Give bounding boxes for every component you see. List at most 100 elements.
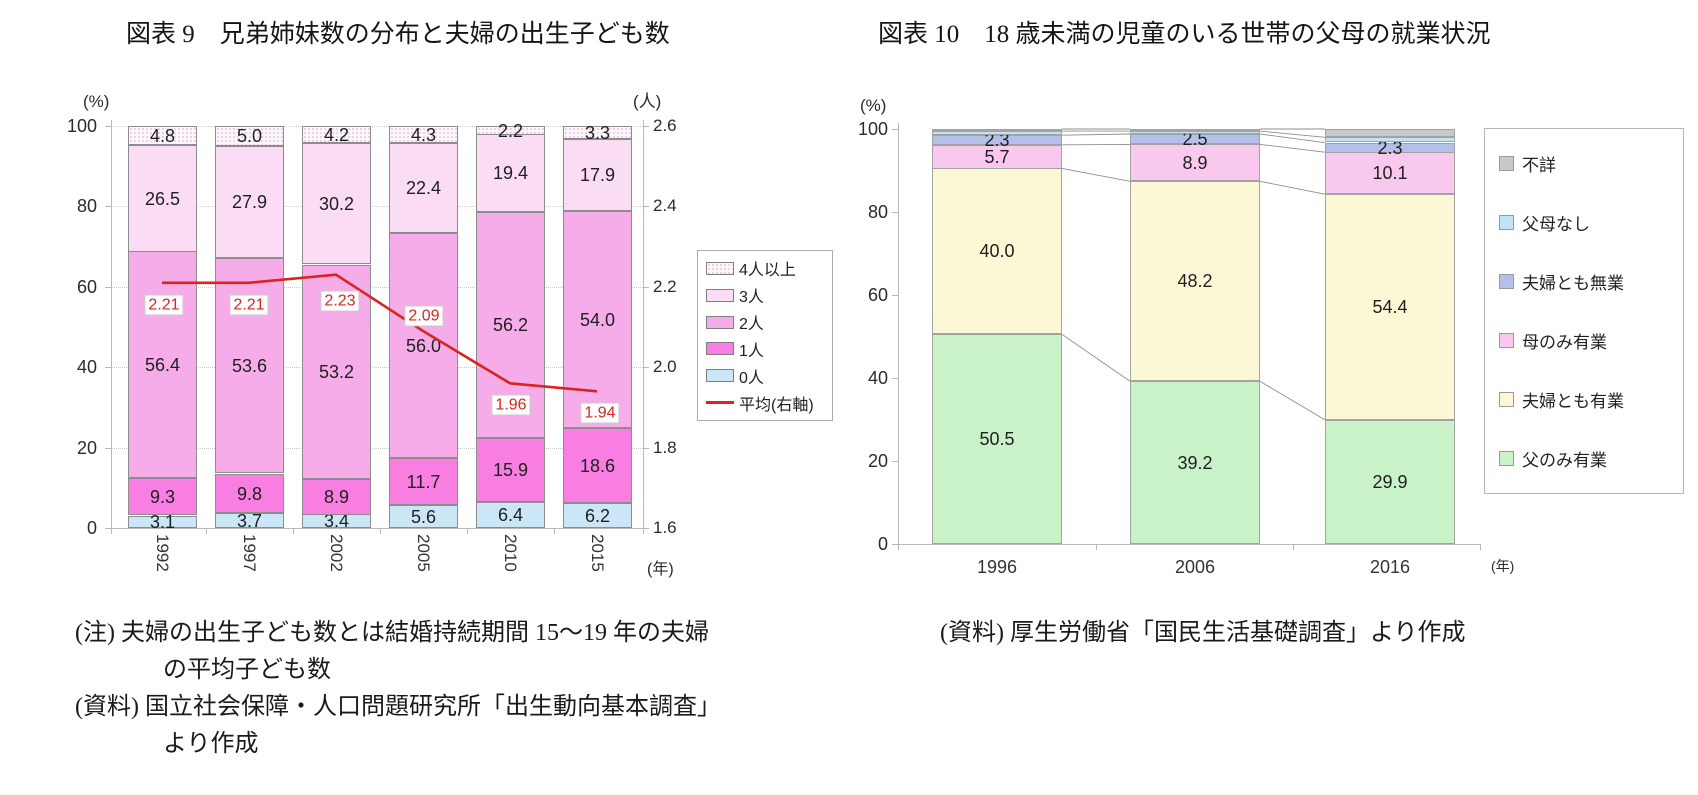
x-axis-line — [898, 544, 1480, 545]
value-label: 53.6 — [231, 355, 268, 376]
x-axis-unit: (年) — [647, 561, 674, 578]
legend-label: 母のみ有業 — [1522, 333, 1607, 352]
average-value-label: 2.21 — [229, 294, 269, 316]
right-axis-tick-label: 1.6 — [653, 518, 677, 537]
figure9-note-line1: (注) 夫婦の出生子ども数とは結婚持続期間 15～19 年の夫婦 — [75, 620, 709, 646]
y-axis-tick-label: 80 — [867, 202, 888, 222]
legend-label: 平均(右軸) — [739, 396, 814, 414]
x-axis-tick — [1480, 544, 1481, 550]
bar-segment-母のみ有業: 10.1 — [1325, 152, 1455, 194]
value-label: 22.4 — [405, 178, 442, 198]
right-axis-tick-label: 1.8 — [653, 438, 677, 457]
value-label: 5.0 — [236, 126, 263, 146]
bar-segment-4人以上: 5.0 — [215, 126, 284, 146]
bar-segment-0人: 3.4 — [302, 511, 371, 531]
bar-segment-父母なし — [1130, 131, 1260, 134]
left-axis-unit: (%) — [83, 92, 110, 111]
connector-line — [1259, 180, 1326, 195]
legend-item-父のみ有業: 父のみ有業 — [1499, 446, 1673, 471]
legend-color-swatch — [706, 261, 734, 275]
legend-label: 夫婦とも有業 — [1522, 392, 1624, 411]
y-axis-tick — [105, 367, 111, 368]
y-axis-tick-label: 0 — [877, 534, 888, 554]
y-axis-tick-label: 20 — [76, 438, 97, 458]
y-axis-tick — [105, 448, 111, 449]
value-label: 2.3 — [1377, 138, 1403, 158]
bar-segment-4人以上: 4.8 — [128, 126, 197, 146]
y-axis-tick — [892, 378, 898, 379]
right-axis-tick-label: 2.6 — [653, 116, 677, 135]
bar-segment-父のみ有業: 29.9 — [1325, 420, 1455, 544]
bar-segment-1人: 9.3 — [128, 478, 197, 515]
bar-segment-父母なし — [932, 131, 1062, 135]
y-axis-tick — [892, 544, 898, 545]
y-axis-tick — [892, 295, 898, 296]
legend-item-不詳: 不詳 — [1499, 151, 1673, 176]
value-label: 3.7 — [236, 510, 263, 531]
bar-segment-4人以上: 2.2 — [476, 121, 545, 141]
y-axis-tick-label: 80 — [76, 196, 97, 216]
bar-segment-1人: 9.8 — [215, 474, 284, 513]
bar-segment-1人: 15.9 — [476, 438, 545, 502]
value-label: 10.1 — [1372, 163, 1408, 183]
bar-segment-不詳 — [1130, 129, 1260, 131]
value-label: 56.4 — [144, 354, 181, 375]
right-axis-tick — [643, 528, 649, 529]
right-axis-tick — [643, 448, 649, 449]
y-axis-tick-label: 20 — [867, 451, 888, 471]
bar-segment-母のみ有業: 8.9 — [1130, 144, 1260, 181]
value-label: 9.3 — [149, 486, 176, 507]
x-axis-tick — [206, 528, 207, 534]
y-axis-line — [898, 123, 899, 545]
value-label: 39.2 — [1177, 452, 1213, 473]
legend-item-3人: 3人 — [706, 283, 824, 307]
bar-segment-夫婦とも有業: 54.4 — [1325, 194, 1455, 420]
value-label: 54.4 — [1372, 297, 1408, 317]
bar-segment-不詳 — [1325, 129, 1455, 137]
bar-segment-4人以上: 3.3 — [563, 123, 632, 143]
value-label: 19.4 — [492, 163, 529, 183]
connector-line — [1061, 133, 1131, 136]
y-axis-tick — [892, 461, 898, 462]
value-label: 6.4 — [497, 505, 524, 525]
value-label: 8.9 — [323, 487, 350, 507]
legend-item-夫婦とも有業: 夫婦とも有業 — [1499, 387, 1673, 412]
bar-segment-夫婦とも無業: 2.3 — [932, 130, 1062, 150]
legend-item-父母なし: 父母なし — [1499, 210, 1673, 235]
legend-line-swatch — [706, 401, 734, 405]
value-label: 3.1 — [149, 512, 176, 532]
y-axis-tick — [105, 528, 111, 529]
left-axis-unit: (%) — [860, 96, 887, 115]
legend-label: 夫婦とも無業 — [1522, 274, 1624, 293]
value-label: 15.9 — [492, 460, 529, 480]
legend-color-swatch — [1499, 392, 1514, 407]
legend-color-swatch — [1499, 451, 1514, 466]
value-label: 4.2 — [323, 124, 350, 145]
right-axis-tick-label: 2.0 — [653, 357, 677, 376]
y-axis-tick — [105, 206, 111, 207]
x-axis-label-1992: 1992 — [153, 534, 172, 572]
right-axis-unit: (人) — [633, 92, 662, 111]
y-axis-tick-label: 60 — [76, 277, 97, 297]
bar-segment-父母なし — [1325, 137, 1455, 142]
average-value-label: 2.23 — [320, 290, 360, 312]
bar-segment-2人: 56.4 — [128, 251, 197, 478]
connector-line — [1259, 380, 1326, 421]
y-axis-tick-label: 100 — [66, 116, 97, 136]
legend-color-swatch — [1499, 156, 1514, 171]
value-label: 3.4 — [323, 511, 350, 531]
bar-segment-不詳 — [932, 129, 1062, 131]
y-axis-tick — [105, 126, 111, 127]
x-axis-tick — [554, 528, 555, 534]
value-label: 50.5 — [979, 429, 1015, 449]
legend-item-4人以上: 4人以上 — [706, 256, 824, 280]
legend-item-夫婦とも無業: 夫婦とも無業 — [1499, 269, 1673, 294]
x-axis-label-2010: 2010 — [501, 534, 520, 572]
y-axis-line — [111, 120, 112, 529]
legend-item-平均(右軸): 平均(右軸) — [706, 391, 824, 415]
bar-segment-2人: 56.0 — [389, 233, 458, 458]
figure9-note-line2: の平均子ども数 — [163, 657, 331, 683]
average-value-label: 2.21 — [144, 294, 184, 316]
value-label: 2.3 — [984, 130, 1010, 150]
value-label: 56.2 — [492, 315, 529, 335]
